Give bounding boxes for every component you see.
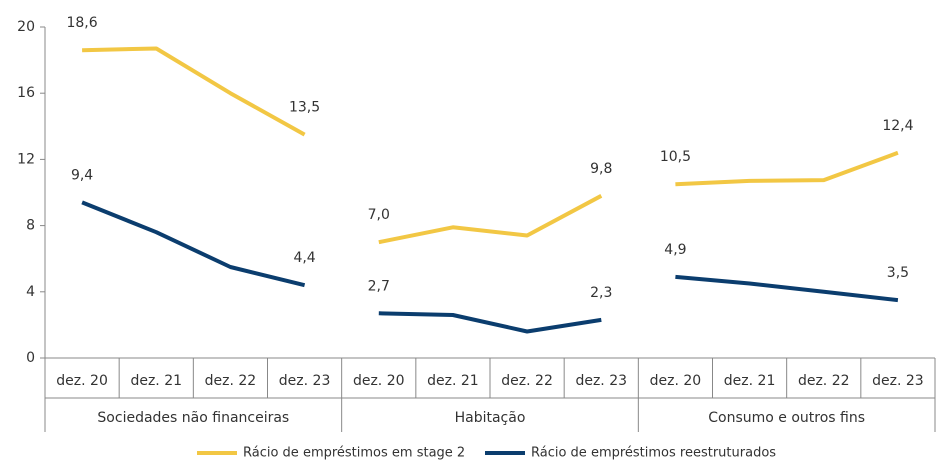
series-line (378, 311, 602, 334)
data-label: 7,0 (368, 207, 390, 223)
data-label: 9,4 (71, 167, 93, 183)
series-line (675, 150, 899, 187)
data-label: 4,4 (293, 250, 315, 266)
x-tick-label: dez. 20 (56, 373, 108, 389)
y-tick-label: 0 (26, 350, 35, 366)
data-label: 2,3 (590, 285, 612, 301)
y-tick-label: 8 (26, 218, 35, 234)
x-tick-label: dez. 21 (427, 373, 479, 389)
x-tick-label: dez. 22 (501, 373, 553, 389)
x-tick-label: dez. 22 (798, 373, 850, 389)
y-tick-label: 20 (17, 19, 35, 35)
x-tick-label: dez. 23 (575, 373, 627, 389)
x-tick-label: dez. 20 (650, 373, 702, 389)
y-tick-label: 12 (17, 151, 35, 167)
x-tick-label: dez. 21 (130, 373, 182, 389)
series-line (81, 200, 306, 288)
group-label: Sociedades não financeiras (97, 410, 289, 426)
data-label: 13,5 (289, 100, 320, 116)
x-tick-label: dez. 20 (353, 373, 405, 389)
group-label: Habitação (455, 410, 526, 426)
series-line (675, 274, 899, 303)
group-label: Consumo e outros fins (708, 410, 865, 426)
series-line (82, 46, 306, 137)
data-label: 18,6 (66, 15, 97, 31)
data-label: 12,4 (882, 118, 913, 134)
data-label: 10,5 (660, 149, 691, 165)
data-label: 3,5 (887, 265, 909, 281)
legend-label: Rácio de empréstimos reestruturados (531, 446, 776, 461)
y-tick-label: 4 (26, 284, 35, 300)
data-label: 2,7 (368, 278, 390, 294)
x-tick-label: dez. 23 (279, 373, 331, 389)
y-tick-label: 16 (17, 85, 35, 101)
legend-label: Rácio de empréstimos em stage 2 (243, 446, 465, 461)
series-line (378, 194, 603, 245)
data-label: 4,9 (664, 242, 686, 258)
data-label: 9,8 (590, 161, 612, 177)
x-tick-label: dez. 22 (205, 373, 257, 389)
x-tick-label: dez. 21 (724, 373, 776, 389)
x-tick-label: dez. 23 (872, 373, 924, 389)
